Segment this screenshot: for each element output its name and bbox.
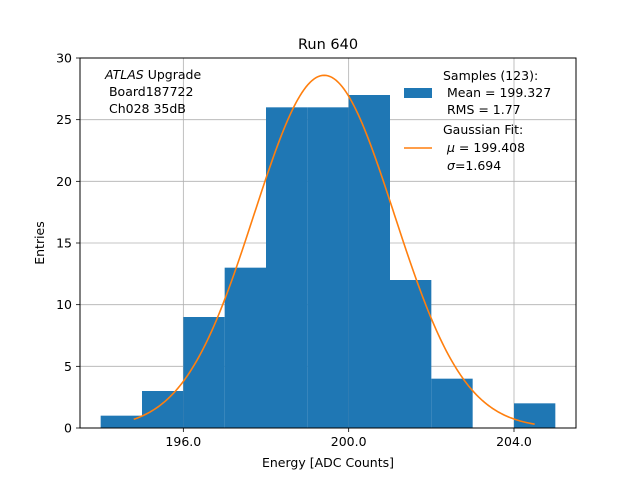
legend-samples: Samples (123): (443, 68, 538, 83)
histogram-bars (100, 95, 556, 428)
gaussian-fit (133, 74, 535, 425)
legend-fit-title: Gaussian Fit: (443, 122, 523, 137)
y-tick-label: 5 (64, 359, 72, 374)
x-tick-label: 196.0 (165, 434, 201, 449)
histogram-bar (390, 280, 432, 428)
legend-mean: Mean = 199.327 (443, 85, 551, 100)
x-axis-label: Energy [ADC Counts] (262, 455, 394, 470)
annotation-channel: Ch028 35dB (105, 101, 186, 116)
legend-histogram-swatch (404, 88, 432, 98)
histogram-bar (100, 415, 142, 428)
histogram-bar (348, 95, 390, 428)
histogram-bar (514, 403, 556, 428)
chart-title: Run 640 (298, 37, 358, 53)
y-tick-label: 15 (56, 236, 72, 251)
legend: Samples (123): Mean = 199.327 RMS = 1.77… (404, 68, 551, 173)
x-tick-label: 200.0 (331, 434, 367, 449)
y-axis-label: Entries (32, 221, 47, 265)
x-tick-label: 204.0 (496, 434, 532, 449)
histogram-bar (431, 378, 473, 428)
gaussian-fit-curve (133, 74, 535, 425)
annotation-atlas: ATLAS (104, 67, 144, 82)
annotation-upgrade: Upgrade (144, 67, 202, 82)
axis-ticks: 196.0 200.0 204.0 0 5 10 15 20 25 30 (56, 51, 532, 450)
annotation-board: Board187722 (105, 84, 193, 99)
y-tick-label: 30 (56, 51, 72, 66)
legend-fit-mu: μ = 199.408 (446, 140, 525, 155)
histogram-bar (142, 391, 184, 428)
legend-fit-sigma: σ=1.694 (447, 158, 501, 173)
histogram-bar (307, 107, 349, 428)
y-tick-label: 20 (56, 174, 72, 189)
histogram-bar (224, 267, 266, 428)
svg-text:ATLAS Upgrade: ATLAS Upgrade (104, 67, 201, 82)
y-tick-label: 25 (56, 112, 72, 127)
annotation-text: ATLAS Upgrade Board187722 Ch028 35dB (104, 67, 201, 116)
legend-rms: RMS = 1.77 (443, 102, 521, 117)
histogram-bar (266, 107, 308, 428)
y-tick-label: 10 (56, 297, 72, 312)
y-tick-label: 0 (64, 421, 72, 436)
